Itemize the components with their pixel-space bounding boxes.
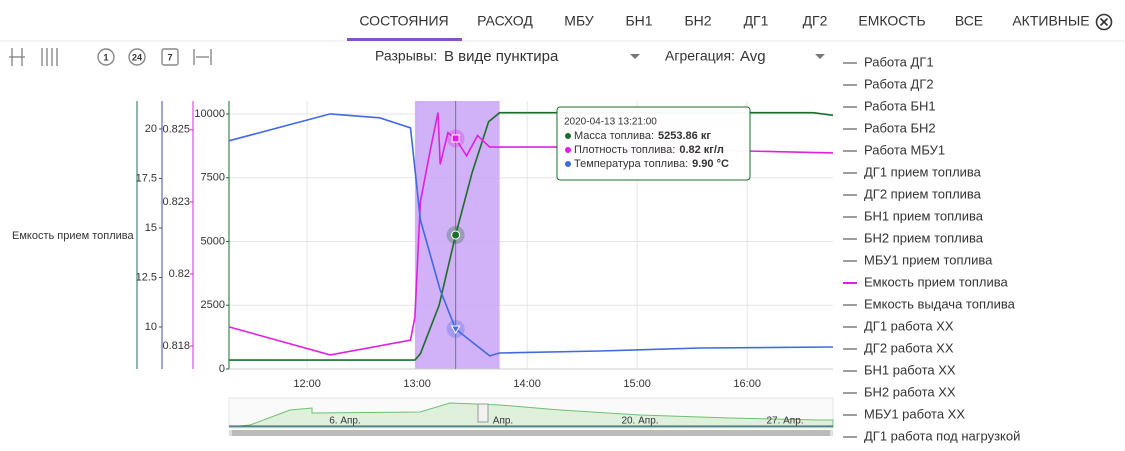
legend-label[interactable]: МБУ1 прием топлива	[864, 252, 993, 267]
y-tick-label: 12.5	[136, 271, 157, 283]
y-tick-label: 0.823	[162, 196, 190, 208]
legend-label[interactable]: БН1 работа ХХ	[864, 362, 956, 377]
y-tick-label: 0	[219, 363, 225, 375]
tooltip-dot	[565, 161, 571, 167]
legend-label[interactable]: ДГ2 работа ХХ	[864, 340, 954, 355]
legend-label[interactable]: ДГ2 прием топлива	[864, 186, 982, 201]
tooltip-label: Плотность топлива:	[574, 144, 675, 156]
y-tick-label: 17.5	[136, 172, 157, 184]
toolbar-icon-label: 24	[132, 52, 142, 62]
tab[interactable]: ДГ1	[744, 13, 769, 29]
navigator-label: 27. Апр.	[766, 416, 803, 427]
tab[interactable]: ЕМКОСТЬ	[858, 13, 925, 29]
legend-label[interactable]: БН2 работа ХХ	[864, 384, 956, 399]
legend-label[interactable]: Емкость прием топлива	[864, 274, 1009, 289]
series-line	[228, 113, 834, 357]
tooltip-dot	[565, 147, 571, 153]
tooltip-value: 5253.86 кг	[658, 130, 711, 142]
tooltip-box	[556, 106, 751, 181]
tooltip-label: Масса топлива:	[574, 130, 654, 142]
series-line	[228, 112, 834, 356]
legend-label[interactable]: Работа ДГ1	[864, 54, 934, 69]
legend-label[interactable]: БН2 прием топлива	[864, 230, 984, 245]
tooltip-label: Температура топлива:	[574, 158, 688, 170]
hover-marker	[450, 325, 461, 334]
tab[interactable]: БН2	[684, 13, 711, 29]
legend-label[interactable]: Работа МБУ1	[864, 142, 945, 157]
navigator-label: 20. Апр.	[621, 416, 658, 427]
gaps-label: Разрывы:	[375, 48, 437, 64]
legend-label[interactable]: Работа БН1	[864, 98, 936, 113]
y-tick-label: 0.825	[162, 124, 190, 136]
tab[interactable]: СОСТОЯНИЯ	[359, 13, 448, 29]
legend-label[interactable]: Емкость выдача топлива	[864, 296, 1016, 311]
gaps-value[interactable]: В виде пунктира	[444, 48, 559, 65]
axis-caption: Емкость прием топлива	[12, 230, 135, 242]
y-tick-label: 2500	[201, 299, 225, 311]
close-icon[interactable]	[1095, 13, 1113, 31]
x-tick-label: 13:00	[403, 378, 431, 390]
navigator-area	[228, 402, 834, 428]
x-tick-label: 14:00	[513, 378, 541, 390]
legend-label[interactable]: БН1 прием топлива	[864, 208, 984, 223]
tab-underline	[347, 38, 462, 41]
toolbar-icon-label: 1	[103, 52, 108, 62]
legend-label[interactable]: Работа ДГ2	[864, 76, 934, 91]
aggregation-label: Агрегация:	[665, 48, 735, 64]
legend-label[interactable]: ДГ1 работа под нагрузкой	[864, 428, 1020, 443]
y-tick-label: 15	[145, 222, 157, 234]
y-tick-label: 20	[145, 123, 157, 135]
tooltip-line: Плотность топлива: 0.82 кг/л	[574, 144, 724, 156]
toolbar-icon-label: 7	[167, 52, 172, 62]
x-tick-label: 12:00	[293, 378, 321, 390]
navigator-label: Апр.	[493, 416, 513, 427]
y-tick-label: 7500	[201, 172, 225, 184]
tooltip-line: Температура топлива: 9.90 °C	[574, 158, 729, 170]
legend-label[interactable]: Работа БН2	[864, 120, 936, 135]
legend-label[interactable]: ДГ1 работа ХХ	[864, 318, 954, 333]
legend-label[interactable]: МБУ1 работа ХХ	[864, 406, 965, 421]
x-tick-label: 15:00	[623, 378, 651, 390]
navigator-label: 6. Апр.	[329, 416, 361, 427]
hover-marker	[451, 134, 460, 143]
toolbar-icons[interactable]	[9, 48, 212, 66]
tab[interactable]: ДГ2	[803, 13, 828, 29]
tab[interactable]: ВСЕ	[955, 13, 983, 29]
y-tick-label: 10	[145, 321, 157, 333]
y-tick-label: 0.82	[169, 268, 190, 280]
tooltip-value: 0.82 кг/л	[679, 144, 724, 156]
tab[interactable]: РАСХОД	[477, 13, 533, 29]
y-tick-label: 10000	[194, 108, 225, 120]
tab[interactable]: МБУ	[564, 13, 594, 29]
tab[interactable]: БН1	[625, 13, 652, 29]
hover-marker	[451, 230, 461, 240]
tooltip-value: 9.90 °C	[692, 158, 729, 170]
tooltip-dot	[565, 133, 571, 139]
navigator-handle	[477, 403, 489, 423]
tab[interactable]: АКТИВНЫЕ	[1012, 13, 1089, 29]
legend-label[interactable]: ДГ1 прием топлива	[864, 164, 982, 179]
y-tick-label: 5000	[201, 235, 225, 247]
aggregation-value[interactable]: Avg	[740, 48, 766, 65]
tooltip-line: Масса топлива: 5253.86 кг	[574, 130, 711, 142]
tooltip-title: 2020-04-13 13:21:00	[564, 117, 657, 128]
x-tick-label: 16:00	[733, 378, 761, 390]
y-tick-label: 0.818	[162, 340, 190, 352]
dropdown-arrows[interactable]	[630, 54, 825, 59]
navigator-thumb	[232, 430, 830, 436]
